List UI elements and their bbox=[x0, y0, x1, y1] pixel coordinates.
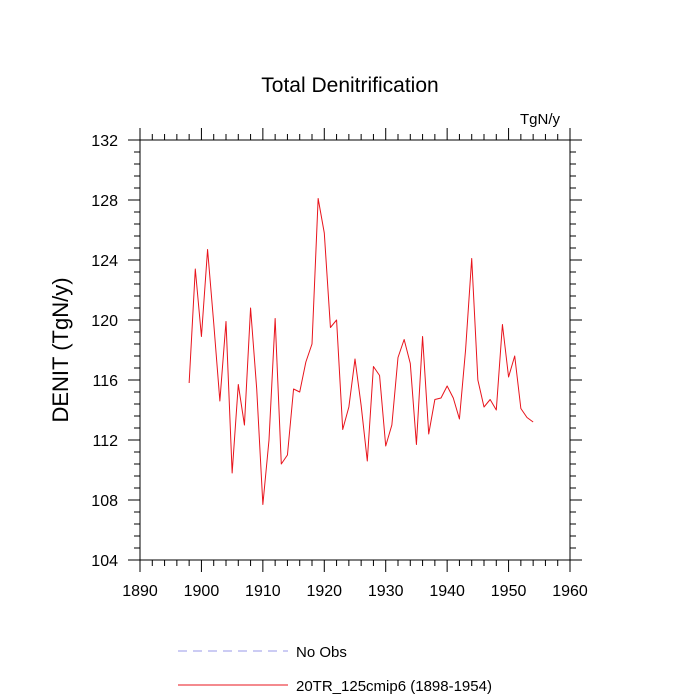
x-tick-label: 1940 bbox=[429, 583, 465, 600]
legend-label-no-obs: No Obs bbox=[296, 644, 347, 661]
y-tick-labels: 104 108 112 116 120 124 128 132 bbox=[91, 133, 118, 570]
plot-frame bbox=[139, 139, 571, 561]
unit-label: TgN/y bbox=[520, 111, 561, 128]
chart-title: Total Denitrification bbox=[261, 74, 438, 97]
series-line-20tr-125cmip6 bbox=[188, 198, 534, 505]
y-tick-label: 112 bbox=[92, 433, 118, 450]
axis-ticks bbox=[128, 128, 582, 572]
x-tick-label: 1950 bbox=[491, 583, 527, 600]
x-tick-label: 1960 bbox=[552, 583, 588, 600]
x-tick-label: 1920 bbox=[306, 583, 342, 600]
y-tick-label: 116 bbox=[92, 373, 118, 390]
x-tick-label: 1890 bbox=[122, 583, 158, 600]
x-tick-label: 1930 bbox=[368, 583, 404, 600]
y-axis-label: DENIT (TgN/y) bbox=[48, 277, 73, 422]
data-series bbox=[188, 198, 534, 505]
legend-label-20tr: 20TR_125cmip6 (1898-1954) bbox=[296, 678, 492, 695]
x-tick-label: 1910 bbox=[245, 583, 281, 600]
y-tick-label: 108 bbox=[91, 493, 118, 510]
y-tick-label: 124 bbox=[91, 253, 118, 270]
legend: No Obs 20TR_125cmip6 (1898-1954) bbox=[178, 644, 492, 695]
x-tick-labels: 1890 1900 1910 1920 1930 1940 1950 1960 bbox=[122, 583, 588, 600]
y-tick-label: 132 bbox=[91, 133, 118, 150]
x-tick-label: 1900 bbox=[184, 583, 220, 600]
y-tick-label: 128 bbox=[91, 193, 118, 210]
y-tick-label: 104 bbox=[91, 553, 118, 570]
y-tick-label: 120 bbox=[91, 313, 118, 330]
